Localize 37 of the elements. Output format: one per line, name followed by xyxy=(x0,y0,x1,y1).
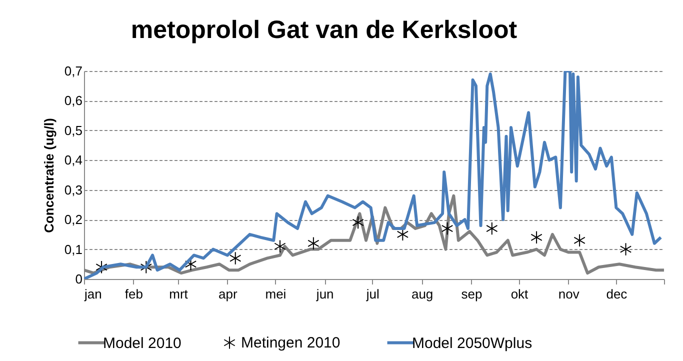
point xyxy=(441,222,454,236)
x-tick-label: aug xyxy=(411,286,434,302)
x-tick-label: jan xyxy=(84,286,102,302)
legend-label: Metingen 2010 xyxy=(241,334,340,352)
point xyxy=(140,260,152,274)
chart-title: metoprolol Gat van de Kerksloot xyxy=(130,16,518,44)
point xyxy=(620,242,632,256)
x-tick-label: jun xyxy=(315,286,334,302)
y-tick-label: 0 xyxy=(75,272,82,286)
y-tick-label: 0,1 xyxy=(64,242,82,257)
y-tick-label: 0,7 xyxy=(64,64,82,78)
y-axis-title: Concentratie (ug/l) xyxy=(41,118,56,233)
x-tick-label: dec xyxy=(606,286,628,302)
x-tick-label: mrt xyxy=(169,286,188,302)
point xyxy=(308,236,320,250)
y-tick-label: 0,3 xyxy=(64,182,82,198)
y-tick-label: 0,2 xyxy=(64,212,82,228)
point xyxy=(274,240,286,253)
line-series xyxy=(84,71,662,279)
y-tick-label: 0,6 xyxy=(64,93,82,108)
x-tick-label: okt xyxy=(510,286,529,302)
legend-label: Model 2050Wplus xyxy=(412,334,532,352)
x-tick-label: sep xyxy=(461,286,482,302)
point xyxy=(574,234,586,247)
point xyxy=(96,260,108,274)
point xyxy=(352,216,364,230)
x-tick-label: apr xyxy=(218,286,238,302)
y-tick-label: 0,4 xyxy=(64,152,82,168)
y-tick-label: 0,5 xyxy=(64,122,82,138)
x-tick-label: feb xyxy=(124,286,143,302)
legend-label: Model 2010 xyxy=(103,334,182,352)
x-tick-label: mei xyxy=(265,286,286,302)
x-tick-label: jul xyxy=(365,286,380,302)
point xyxy=(486,222,498,236)
x-tick-label: nov xyxy=(558,286,580,302)
point xyxy=(230,252,242,265)
point xyxy=(530,230,542,244)
